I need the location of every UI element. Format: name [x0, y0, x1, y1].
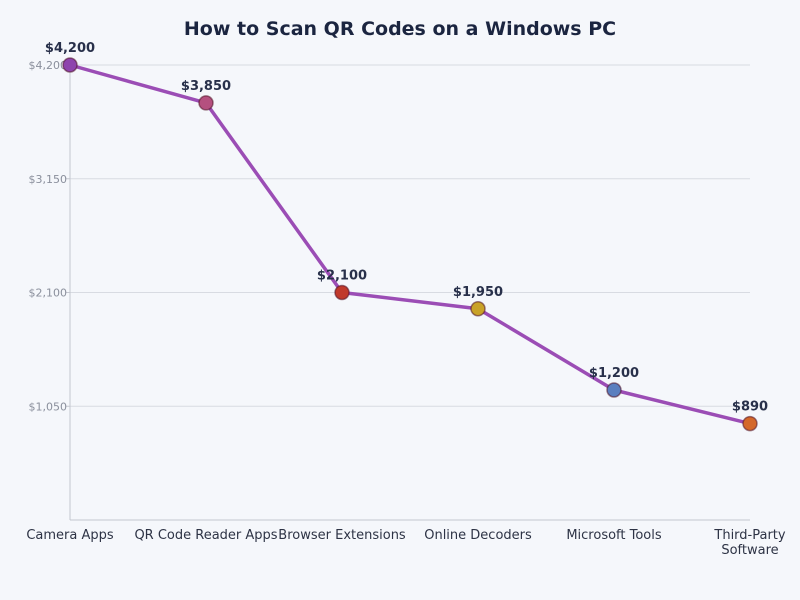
y-tick-label: $4,200 [29, 59, 68, 72]
data-point [606, 382, 622, 398]
y-tick-label: $1,050 [29, 400, 68, 413]
data-point [334, 284, 350, 301]
x-tick-label-line: Online Decoders [424, 528, 532, 543]
data-point [742, 415, 758, 432]
x-tick-label: Microsoft Tools [566, 528, 662, 543]
y-tick-label: $3,150 [29, 173, 68, 186]
x-tick-label: Online Decoders [424, 528, 532, 543]
data-point [470, 301, 486, 317]
x-tick-label: Camera Apps [26, 528, 114, 543]
data-label: $4,200 [45, 41, 95, 56]
x-tick-label-line: Camera Apps [26, 528, 114, 543]
data-point [62, 57, 78, 73]
data-label: $1,950 [453, 285, 503, 300]
series-line [69, 63, 751, 426]
chart-title: How to Scan QR Codes on a Windows PC [184, 18, 616, 40]
x-tick-label-line: Microsoft Tools [566, 528, 662, 543]
x-tick-label: Third-Party Software [713, 528, 786, 558]
data-label: $2,100 [317, 269, 367, 284]
data-label: $890 [732, 400, 768, 415]
x-tick-label-line: QR Code Reader Apps [134, 528, 277, 543]
data-label: $1,200 [589, 366, 639, 381]
y-tick-label: $2,100 [29, 287, 68, 300]
x-tick-label-line: Browser Extensions [278, 528, 406, 543]
x-tick-label: Browser Extensions [278, 528, 406, 543]
x-tick-label-line: Software [721, 543, 778, 558]
data-label: $3,850 [181, 79, 231, 94]
x-tick-label-line: Third-Party [713, 528, 786, 543]
data-point [198, 95, 214, 111]
x-tick-label: QR Code Reader Apps [134, 528, 277, 543]
